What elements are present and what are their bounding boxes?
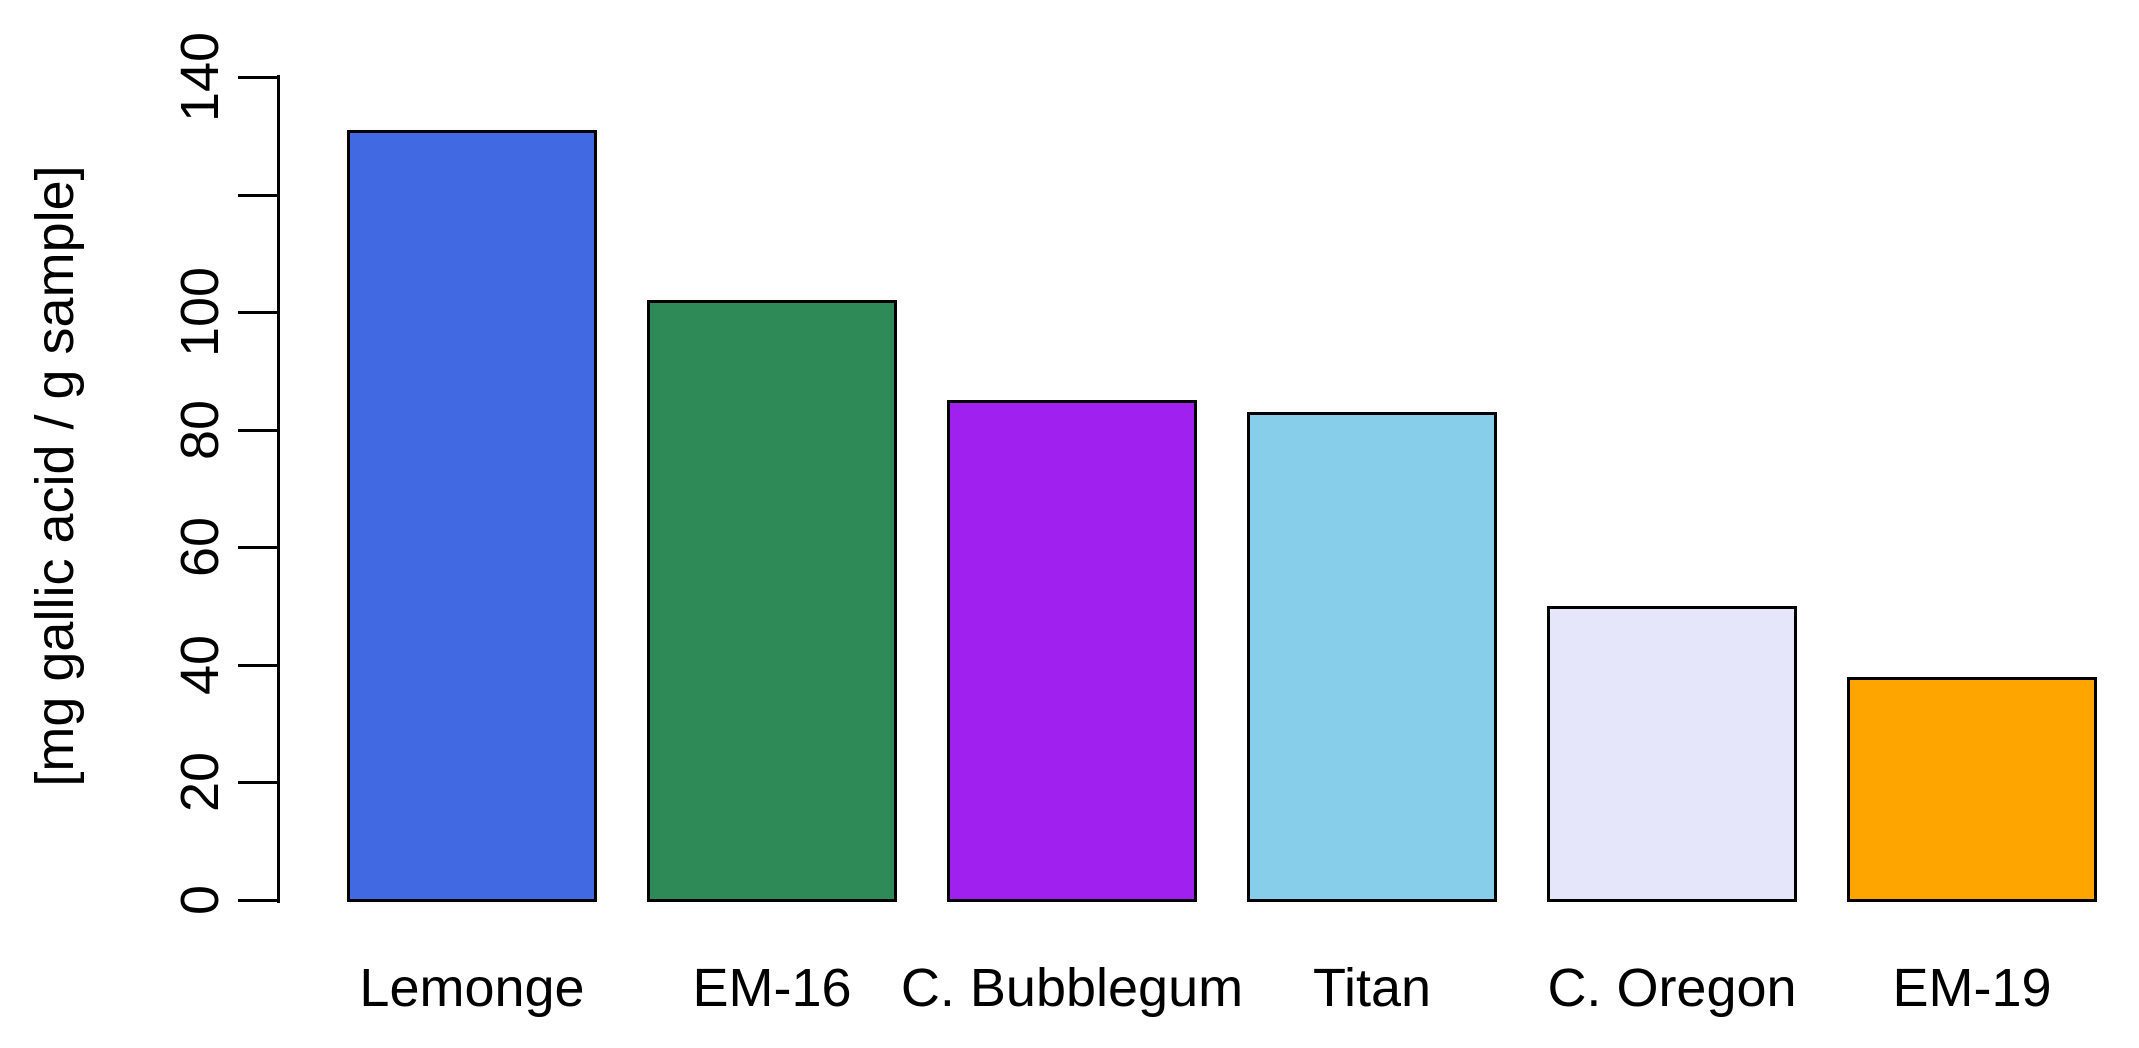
y-tick-mark [238, 546, 277, 549]
bar-c-bubblegum [947, 400, 1197, 902]
y-tick-label: 20 [170, 751, 230, 813]
x-category-label: Lemonge [359, 958, 585, 1018]
y-axis-title: [mg gallic acid / g sample] [25, 165, 85, 787]
y-tick-mark [238, 899, 277, 902]
x-category-label: EM-19 [1892, 958, 2052, 1018]
y-tick-label: 80 [170, 399, 230, 461]
y-tick-mark [238, 429, 277, 432]
bar-em-19 [1847, 677, 2097, 902]
y-axis-line [277, 75, 280, 903]
y-tick-label: 60 [170, 516, 230, 578]
x-category-label: C. Oregon [1547, 958, 1797, 1018]
y-tick-label: 0 [170, 884, 230, 916]
bar-titan [1247, 412, 1497, 902]
y-tick-label: 40 [170, 634, 230, 696]
y-tick-mark [238, 76, 277, 79]
y-tick-mark [238, 194, 277, 197]
bar-lemonge [347, 130, 597, 902]
y-tick-label: 100 [170, 266, 230, 358]
x-category-label: EM-16 [692, 958, 852, 1018]
y-tick-mark [238, 664, 277, 667]
bar-em-16 [647, 300, 897, 902]
x-category-label: Titan [1312, 958, 1432, 1018]
x-category-label: C. Bubblegum [900, 958, 1244, 1018]
y-tick-mark [238, 311, 277, 314]
bar-c-oregon [1547, 606, 1797, 902]
y-tick-label: 140 [170, 31, 230, 123]
y-tick-mark [238, 781, 277, 784]
